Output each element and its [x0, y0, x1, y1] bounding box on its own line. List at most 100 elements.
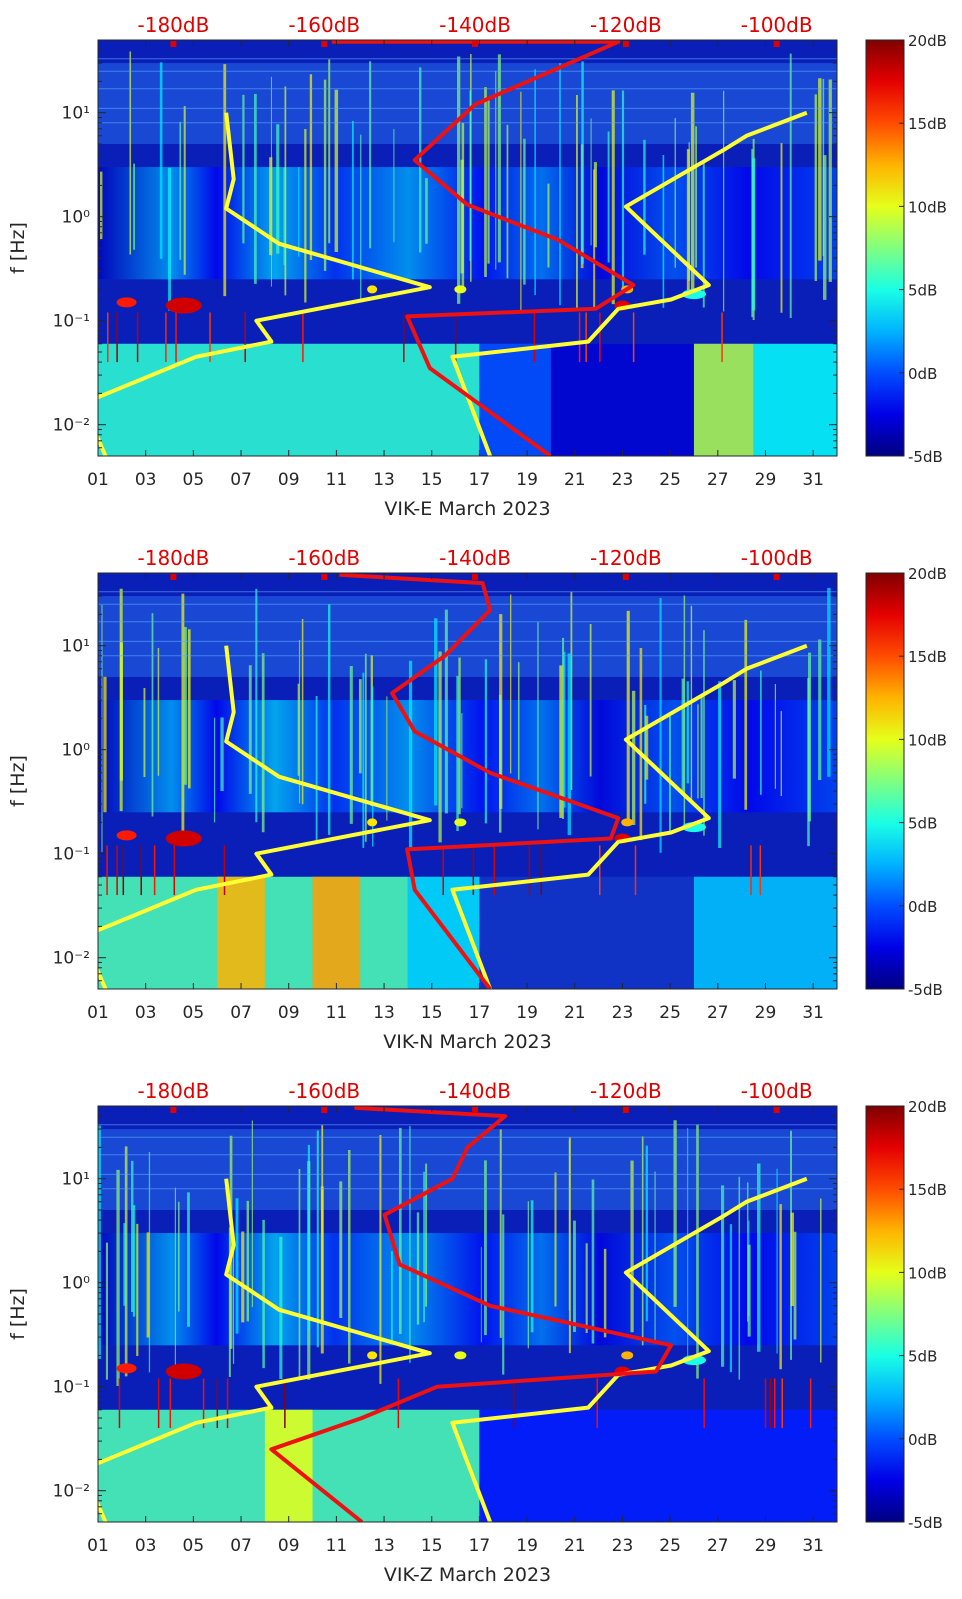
microseism-hotspot — [367, 818, 378, 827]
microseism-hotspot — [116, 830, 137, 841]
colorbar — [865, 39, 905, 457]
nhnm-curve — [450, 1176, 808, 1522]
x-tick-label: 11 — [326, 1003, 348, 1023]
x-tick-label: 23 — [612, 1003, 634, 1023]
colorbar — [865, 572, 905, 990]
colorbar-label: 15dB — [908, 1181, 947, 1199]
colorbar-label: 10dB — [908, 731, 947, 749]
high-frequency-band — [98, 63, 837, 145]
x-tick-label: 23 — [612, 1536, 634, 1556]
y-tick-label: 10¹ — [62, 1170, 90, 1190]
x-axis-title: VIK-E March 2023 — [384, 498, 550, 520]
microseism-hotspot — [454, 818, 467, 827]
low-frequency-strip — [693, 343, 754, 456]
x-tick-label: 19 — [516, 470, 538, 490]
spectrogram-image — [98, 1106, 837, 1522]
colorbar-label: 5dB — [908, 1348, 937, 1366]
colorbar-label: 10dB — [908, 1264, 947, 1282]
top-db-scale-marker — [170, 1107, 177, 1113]
y-tick-label: 10¹ — [62, 104, 90, 124]
x-axis-title: VIK-Z March 2023 — [384, 1564, 551, 1586]
x-tick-label: 03 — [135, 1536, 157, 1556]
low-frequency-strip — [550, 343, 694, 456]
colorbar-label: 0dB — [908, 1431, 937, 1449]
top-db-scale-marker — [472, 41, 479, 47]
low-frequency-strip — [98, 343, 480, 456]
y-tick-label: 10⁰ — [62, 741, 91, 761]
y-tick-label: 10¹ — [62, 637, 90, 657]
y-axis-title: f [Hz] — [7, 1288, 29, 1340]
x-tick-label: 09 — [278, 470, 300, 490]
top-db-scale-marker — [170, 574, 177, 580]
top-db-scale-label: -100dB — [741, 1079, 813, 1103]
x-tick-label: 01 — [87, 1536, 109, 1556]
nlnm-curve — [98, 645, 432, 989]
low-frequency-strip — [479, 343, 551, 456]
top-db-scale-label: -180dB — [138, 1079, 210, 1103]
low-frequency-strip — [479, 1409, 837, 1522]
top-db-scale-label: -140dB — [439, 13, 511, 37]
x-tick-label: 05 — [183, 1003, 205, 1023]
y-tick-label: 10⁰ — [62, 1274, 91, 1294]
y-axis-title: f [Hz] — [7, 755, 29, 807]
x-tick-label: 27 — [707, 1003, 729, 1023]
y-axis-title: f [Hz] — [7, 222, 29, 274]
x-tick-label: 01 — [87, 1003, 109, 1023]
x-tick-label: 13 — [373, 470, 395, 490]
top-db-scale-marker — [773, 574, 780, 580]
top-db-scale-label: -160dB — [288, 13, 360, 37]
nhnm-curve — [450, 643, 808, 989]
microseism-hotspot — [165, 830, 202, 847]
x-tick-label: 13 — [373, 1536, 395, 1556]
microseism-hotspot — [621, 1351, 634, 1360]
x-tick-label: 07 — [230, 1003, 252, 1023]
x-tick-label: 31 — [802, 1003, 824, 1023]
top-db-scale-label: -160dB — [288, 546, 360, 570]
top-db-scale-label: -180dB — [138, 13, 210, 37]
top-db-scale-marker — [472, 1107, 479, 1113]
microseism-hotspot — [454, 1351, 467, 1360]
colorbar-label: 20dB — [908, 1098, 947, 1116]
top-db-scale-marker — [622, 1107, 629, 1113]
median-noise-curve — [269, 1106, 674, 1522]
y-tick-label: 10⁻¹ — [53, 1378, 90, 1398]
spectrogram-panel-vik-e: 01 03 05 07 09 11 13 15 17 19 21 23 25 27 29 31 VIK-E Ma… — [0, 0, 962, 533]
x-tick-label: 31 — [802, 470, 824, 490]
colorbar-label: -5dB — [908, 1514, 943, 1532]
x-tick-label: 07 — [230, 470, 252, 490]
x-tick-label: 27 — [707, 1536, 729, 1556]
x-tick-label: 17 — [469, 1003, 491, 1023]
microseism-hotspot — [367, 285, 378, 294]
top-db-scale-label: -100dB — [741, 546, 813, 570]
colorbar-label: -5dB — [908, 448, 943, 466]
low-frequency-strip — [753, 343, 837, 456]
colorbar-label: 15dB — [908, 115, 947, 133]
colorbar-label: 5dB — [908, 815, 937, 833]
top-db-scale-marker — [773, 41, 780, 47]
top-db-scale-label: -120dB — [590, 546, 662, 570]
x-tick-label: 11 — [326, 1536, 348, 1556]
x-tick-label: 25 — [659, 1536, 681, 1556]
microseism-hotspot — [454, 285, 467, 294]
y-tick-label: 10⁻² — [53, 416, 90, 436]
x-tick-label: 21 — [564, 1536, 586, 1556]
y-tick-label: 10⁻² — [53, 1482, 90, 1502]
colorbar-label: 0dB — [908, 898, 937, 916]
microseism-hotspot — [165, 1363, 202, 1380]
x-tick-label: 09 — [278, 1536, 300, 1556]
x-tick-label: 21 — [564, 1003, 586, 1023]
x-tick-label: 19 — [516, 1003, 538, 1023]
x-tick-label: 09 — [278, 1003, 300, 1023]
x-axis-title: VIK-N March 2023 — [383, 1031, 552, 1053]
x-tick-label: 05 — [183, 1536, 205, 1556]
colorbar-label: 15dB — [908, 648, 947, 666]
microseism-hotspot — [367, 1351, 378, 1360]
low-frequency-strip — [217, 876, 265, 989]
microseism-hotspot — [165, 297, 202, 314]
x-tick-label: 17 — [469, 470, 491, 490]
spectrogram-image — [98, 40, 837, 456]
microseism-hotspot — [116, 297, 137, 308]
colorbar-label: 10dB — [908, 198, 947, 216]
spectrogram-image — [98, 573, 837, 989]
spectrogram-chart-vik-z: 01 03 05 07 09 11 13 15 17 19 21 23 25 27 29 31 VIK-Z Ma… — [7, 1079, 947, 1586]
